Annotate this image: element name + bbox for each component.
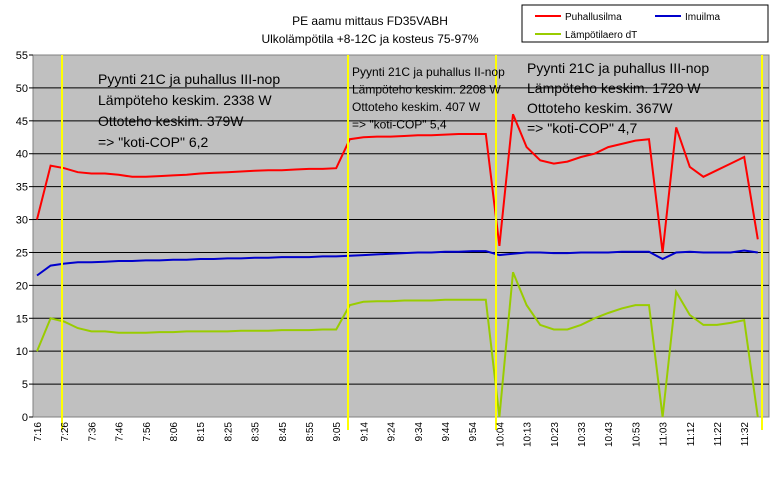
x-tick-label: 11:22 [713,422,724,447]
x-tick-label: 8:25 [223,422,234,442]
annotation: Pyynti 21C ja puhallus III-nop [527,60,709,76]
annotation: Lämpöteho keskim. 2208 W [352,83,501,97]
x-tick-label: 8:06 [169,422,180,442]
x-tick-label: 8:55 [305,422,316,442]
y-tick-label: 40 [16,149,28,161]
y-tick-label: 5 [22,379,28,391]
y-tick-label: 25 [16,247,28,259]
annotation: Ottoteho keskim. 367W [527,100,673,116]
x-tick-label: 9:14 [359,422,370,442]
x-tick-label: 10:13 [523,422,534,447]
series-line [36,249,758,277]
x-tick-label: 7:46 [115,422,126,442]
y-tick-label: 55 [16,50,28,62]
x-tick-label: 10:33 [577,422,588,447]
x-tick-label: 10:23 [550,422,561,447]
x-tick-label: 10:04 [495,422,506,447]
x-tick-label: 11:32 [740,422,751,447]
x-tick-label: 9:24 [387,422,398,442]
annotation: Lämpöteho keskim. 2338 W [98,92,272,108]
annotation: Ottoteho keskim. 379W [98,113,244,129]
annotation: Lämpöteho keskim. 1720 W [527,80,701,96]
x-tick-label: 7:36 [87,422,98,442]
annotation: Ottoteho keskim. 407 W [352,100,481,114]
y-tick-label: 50 [16,83,28,95]
x-tick-label: 7:26 [60,422,71,442]
legend-label: Lämpötilaero dT [565,30,637,41]
legend-label: Imuilma [685,12,720,23]
annotation: Pyynti 21C ja puhallus III-nop [98,71,280,87]
x-tick-label: 9:44 [441,422,452,442]
x-tick-label: 9:54 [468,422,479,442]
legend-label: Puhallusilma [565,12,622,23]
annotation: => "koti-COP" 5,4 [352,118,447,132]
x-tick-label: 11:03 [659,422,670,447]
x-tick-label: 10:43 [604,422,615,447]
y-tick-label: 35 [16,182,28,194]
x-tick-label: 9:34 [414,422,425,442]
annotation: => "koti-COP" 4,7 [527,120,638,136]
x-tick-label: 8:35 [251,422,262,442]
y-tick-label: 0 [22,412,28,424]
annotation: => "koti-COP" 6,2 [98,134,209,150]
x-tick-label: 9:05 [332,422,343,442]
x-tick-label: 8:15 [196,422,207,442]
y-tick-label: 20 [16,280,28,292]
chart-title: PE aamu mittaus FD35VABH [292,14,448,28]
y-tick-label: 45 [16,116,28,128]
annotation: Pyynti 21C ja puhallus II-nop [352,65,505,79]
x-tick-label: 7:56 [142,422,153,442]
x-tick-label: 11:12 [686,422,697,447]
y-tick-label: 10 [16,346,28,358]
x-tick-label: 8:45 [278,422,289,442]
chart-subtitle: Ulkolämpötila +8-12C ja kosteus 75-97% [261,32,478,46]
plot-layer [33,87,769,418]
y-tick-label: 15 [16,313,28,325]
series-line [36,113,759,253]
series-line [36,271,759,418]
y-tick-label: 30 [16,215,28,227]
x-tick-label: 7:16 [33,422,44,442]
legend-box [521,4,769,43]
x-tick-label: 10:53 [631,422,642,447]
plot-area [32,54,770,418]
